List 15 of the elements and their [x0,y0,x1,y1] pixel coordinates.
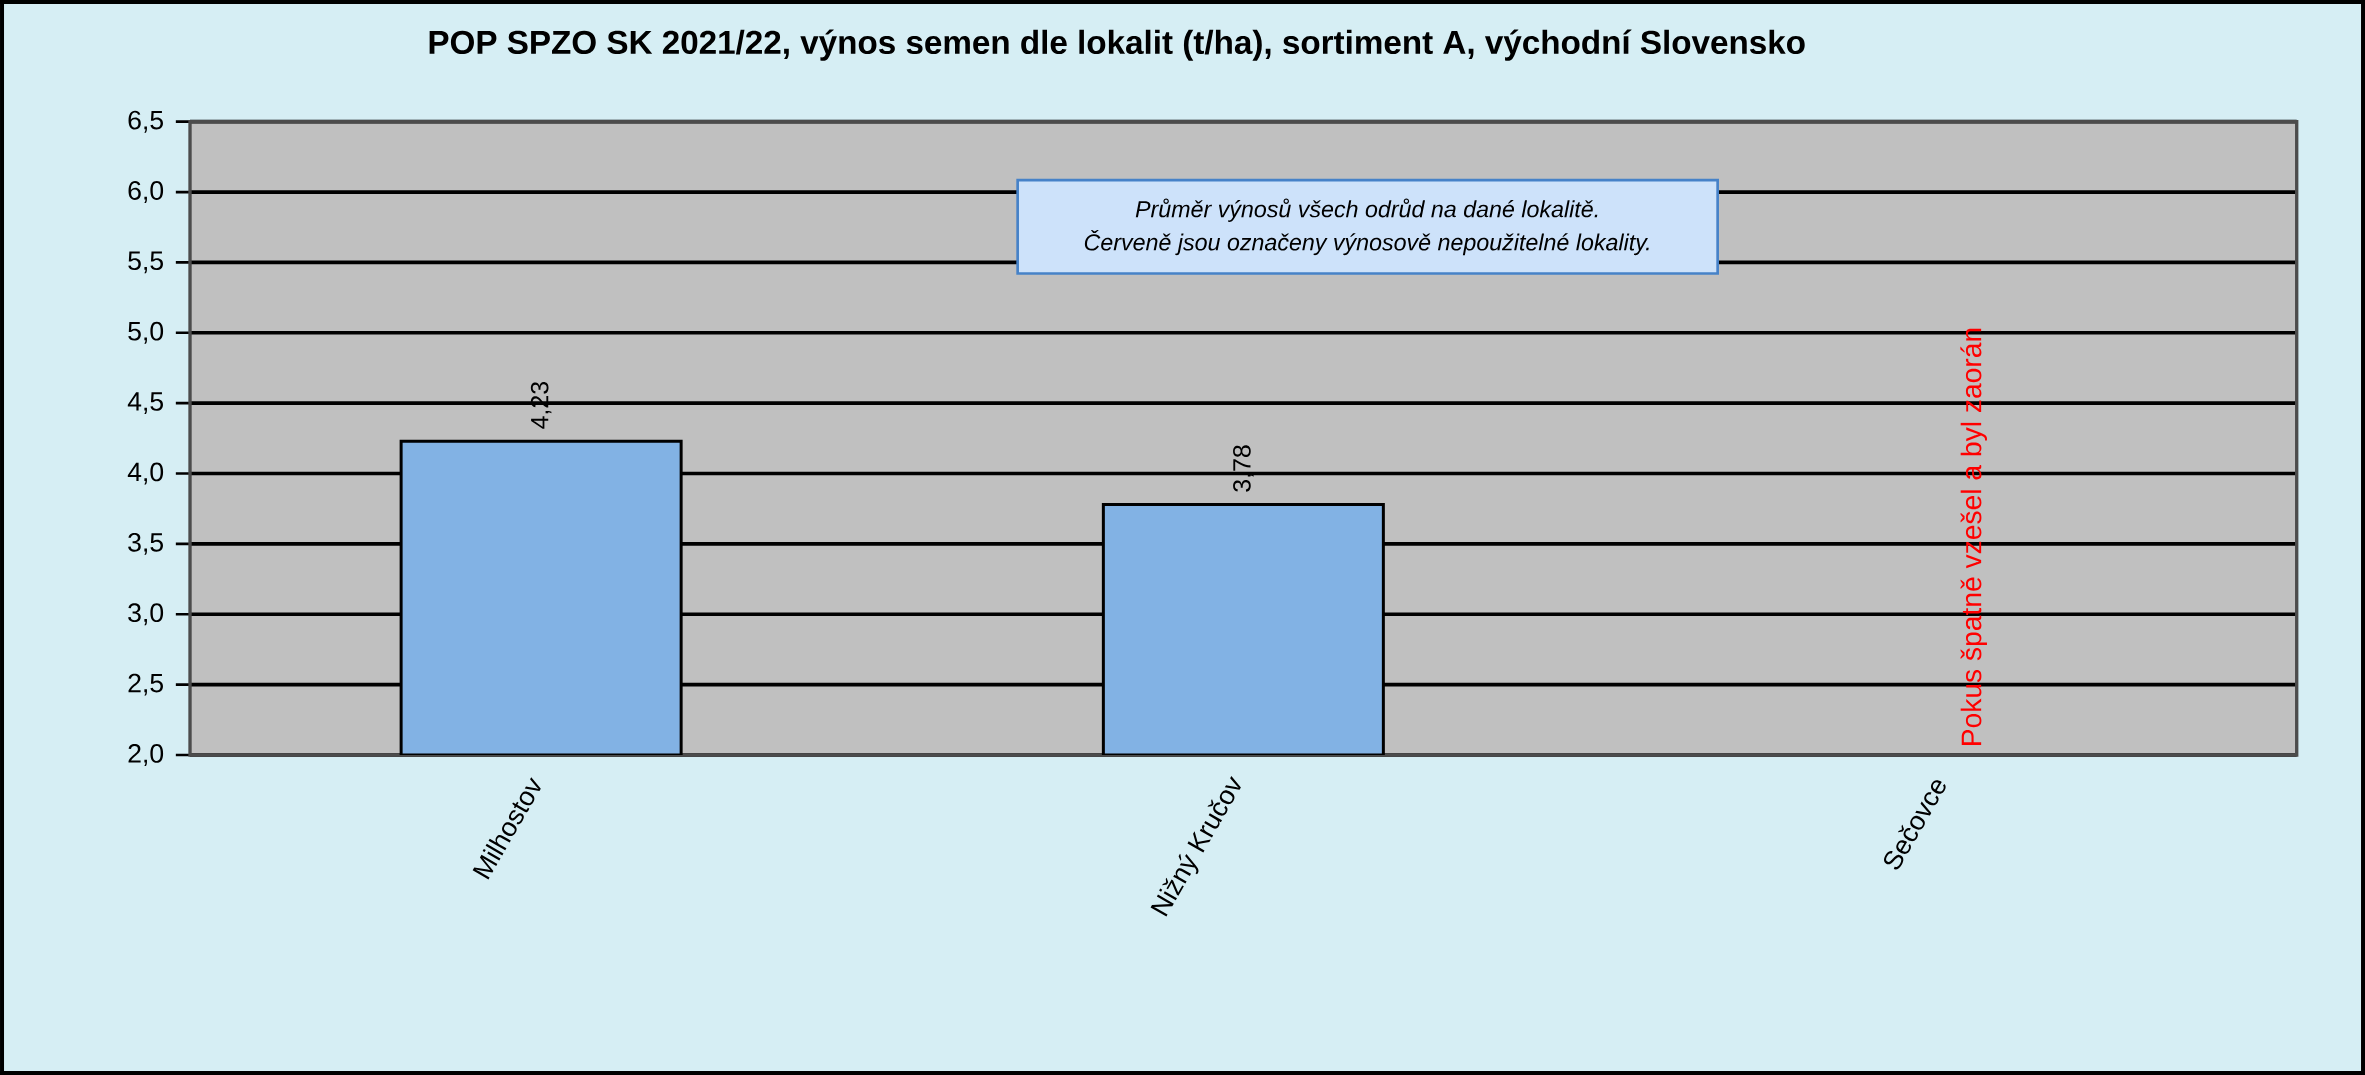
y-tick-label: 4,5 [127,392,163,414]
data-label: 3,78 [1233,445,1254,492]
y-tick-label: 6,0 [128,181,164,203]
annotation: Červeně jsou označeny výnosově nepoužitelné lokality. [1084,230,1649,256]
y-tick-label: 4,0 [127,462,164,485]
y-tick-label: 3,0 [128,603,164,626]
y-tick-label: 5,0 [128,321,164,344]
y-tick-label: 6,5 [128,110,163,133]
annotation: Průměr výnosů všech odrůd na dané lokalitě. [1135,198,1598,222]
y-tick-label: 3,5 [128,532,163,555]
y-tick-label: 2,0 [128,744,164,766]
y-tick-label: 5,5 [128,251,163,274]
chart-title: POP SPZO SK 2021/22, výnos semen dle lokalit (t/ha), sortiment A, východní Slovensko [429,29,1805,61]
y-tick-label: 2,5 [128,673,163,696]
annotation: Pokus špatně vzešel a byl zaorán [1960,328,1987,746]
